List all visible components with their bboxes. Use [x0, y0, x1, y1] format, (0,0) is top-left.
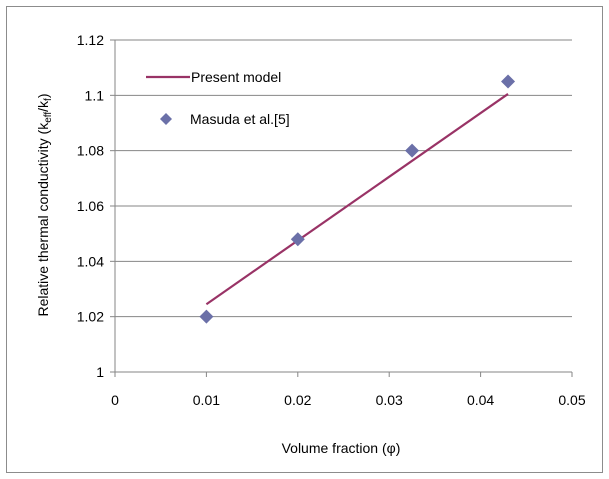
y-tick-label: 1.02 [77, 309, 104, 325]
data-point-masuda [405, 143, 420, 158]
y-tick-label: 1 [96, 364, 104, 380]
x-axis-title: Volume fraction (φ) [282, 440, 401, 456]
x-tick-label: 0 [111, 392, 119, 408]
legend-diamond-swatch [160, 113, 172, 125]
x-tick-label: 0.04 [467, 392, 494, 408]
y-axis-title-sub1: eff [43, 112, 54, 123]
y-tick-label: 1.06 [77, 198, 104, 214]
y-tick-label: 1.08 [77, 143, 104, 159]
y-tick-labels: 1 1.02 1.04 1.06 1.08 1.1 1.12 [77, 32, 115, 380]
data-point-masuda [290, 232, 305, 247]
y-axis-title-sub2: f [43, 98, 54, 101]
y-axis-title-mid: /k [35, 100, 51, 112]
y-tick-label: 1.12 [77, 32, 104, 48]
y-axis-title-suffix: ) [35, 93, 51, 98]
series-line-present-model [205, 93, 509, 306]
legend-label-present-model: Present model [191, 69, 281, 85]
legend: Present model Masuda et al.[5] [146, 69, 290, 127]
x-tick-labels: 0 0.01 0.02 0.03 0.04 0.05 [111, 372, 586, 408]
y-tick-label: 1.04 [77, 253, 104, 269]
gridlines [115, 39, 572, 318]
x-tick-label: 0.05 [558, 392, 585, 408]
y-tick-label: 1.1 [85, 87, 105, 103]
data-point-masuda [199, 309, 214, 324]
x-tick-label: 0.02 [284, 392, 311, 408]
data-point-masuda [501, 74, 516, 89]
x-tick-label: 0.01 [193, 392, 220, 408]
y-axis-title-prefix: Relative thermal conductivity (k [35, 122, 51, 317]
legend-label-masuda: Masuda et al.[5] [190, 111, 290, 127]
x-tick-label: 0.03 [376, 392, 403, 408]
y-axis-title: Relative thermal conductivity (keff/kf) [35, 93, 54, 316]
series-layer [199, 74, 516, 324]
